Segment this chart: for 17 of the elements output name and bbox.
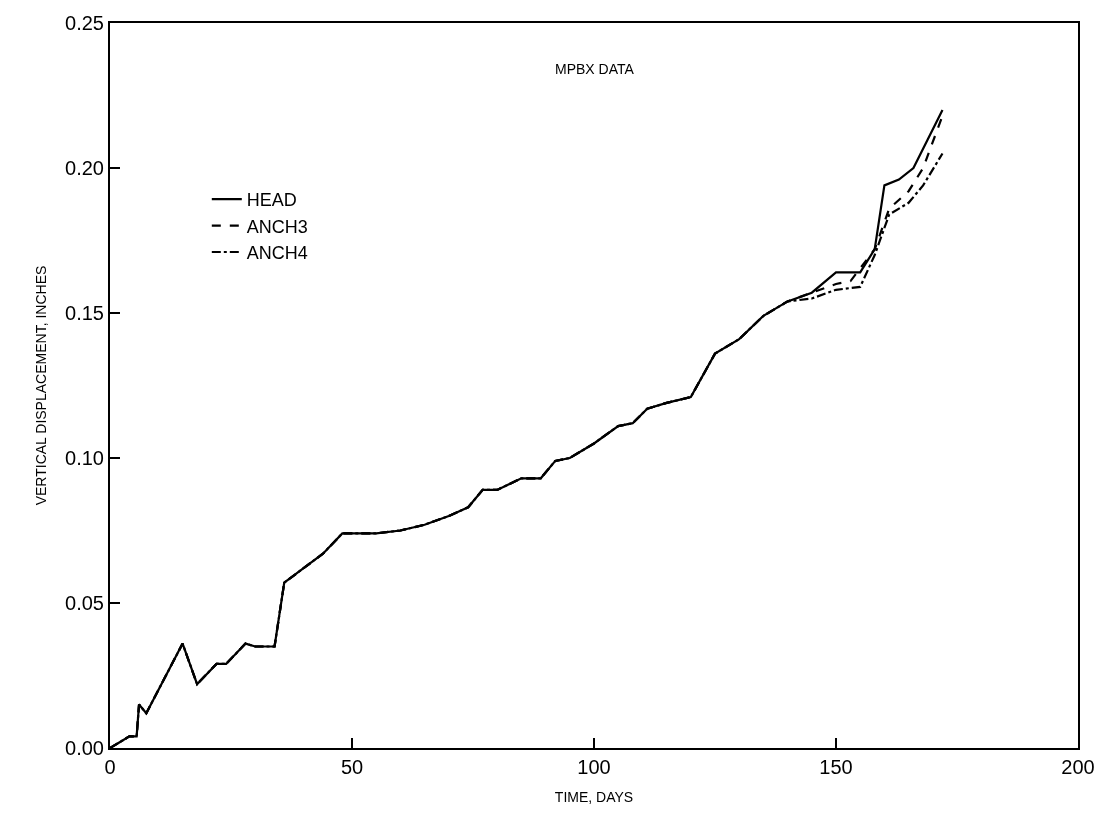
- legend-label: HEAD: [246, 190, 297, 211]
- y-tick-label: 0.15: [65, 302, 104, 324]
- x-tick-label: 200: [1061, 756, 1095, 778]
- x-tick-label: 0: [104, 756, 116, 778]
- x-axis-title: TIME, DAYS: [554, 788, 634, 805]
- x-tick-label: 100: [577, 756, 611, 778]
- y-tick-label: 0.05: [65, 592, 104, 614]
- y-tick-label: 0.00: [65, 737, 104, 759]
- x-tick-label: 50: [340, 756, 364, 778]
- text: MPBX DATA: [555, 61, 635, 77]
- y-tick-label: 0.25: [65, 12, 104, 34]
- legend-label: ANCH4: [246, 243, 308, 264]
- y-tick-label: 0.20: [65, 157, 104, 179]
- x-tick-label: 150: [819, 756, 853, 778]
- legend-label: ANCH3: [246, 216, 308, 237]
- y-tick-label: 0.10: [65, 447, 104, 469]
- y-axis-title: VERTICAL DISPLACEMENT, INCHES: [33, 265, 50, 506]
